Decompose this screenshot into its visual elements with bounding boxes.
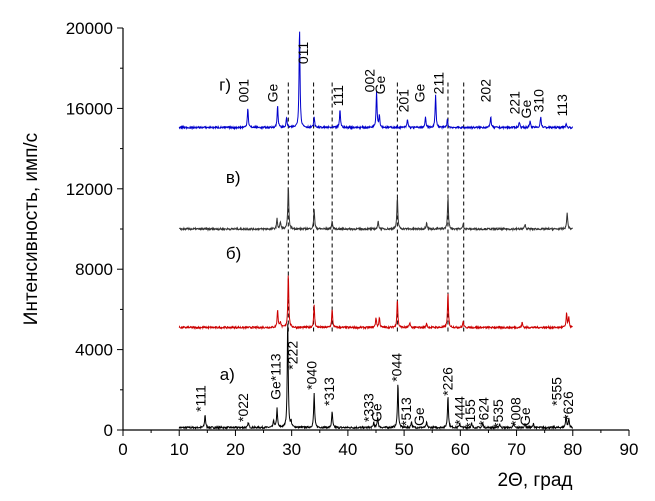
peak-label: Ge (411, 407, 427, 426)
x-tick-label: 30 (282, 440, 301, 459)
series-group: а) (178, 323, 574, 431)
peak-label: *333 (361, 393, 377, 422)
peak-label: *222 (284, 341, 300, 370)
peak-label: *513 (398, 397, 414, 426)
y-tick-label: 4000 (75, 341, 113, 360)
x-tick-label: 50 (395, 440, 414, 459)
peak-label: Ge*113 (267, 353, 283, 400)
peak-label: 221 (506, 91, 522, 115)
peak-label: Ge (265, 83, 281, 102)
series-line (178, 275, 573, 331)
peak-label: *155 (462, 399, 478, 428)
series-label: а) (220, 365, 235, 384)
peak-label: *555 (549, 377, 565, 406)
series-traces: а) б) в) г) (178, 31, 574, 431)
series-label: в) (226, 168, 241, 187)
peak-label: *040 (303, 361, 319, 390)
y-tick-label: 16000 (66, 99, 113, 118)
x-tick-label: 20 (226, 440, 245, 459)
peak-label: 113 (554, 94, 570, 117)
peak-label: *313 (321, 377, 337, 406)
y-tick-label: 20000 (66, 19, 113, 38)
x-tick-label: 60 (451, 440, 470, 459)
x-tick-label: 10 (170, 440, 189, 459)
peak-label: Ge (517, 407, 533, 426)
x-tick-label: 70 (507, 440, 526, 459)
series-group: б) (178, 244, 573, 331)
peak-label: 211 (430, 72, 446, 95)
series-group: в) (178, 168, 573, 232)
series-line (178, 323, 574, 431)
series-group: г) (178, 31, 574, 131)
x-tick-label: 80 (563, 440, 582, 459)
peak-label: *226 (439, 367, 455, 396)
peak-label: *444 (451, 396, 467, 425)
series-line (178, 31, 574, 131)
x-tick-label: 40 (338, 440, 357, 459)
peak-label: *111 (193, 385, 209, 412)
peak-label: *535 (490, 399, 506, 428)
peak-label: Ge (369, 403, 385, 422)
peak-label: *008 (507, 397, 523, 426)
y-tick-label: 12000 (66, 180, 113, 199)
series-line (178, 187, 573, 232)
peak-label: Ge (372, 75, 388, 94)
peak-label: Ge (411, 83, 427, 102)
peak-label: *624 (475, 397, 491, 426)
x-axis-title: 2Θ, град (497, 470, 572, 491)
peak-label: 111 (330, 85, 346, 106)
x-tick-label: 90 (620, 440, 639, 459)
peak-label: 201 (396, 89, 412, 113)
peak-label: 202 (478, 79, 494, 103)
x-tick-label: 0 (118, 440, 127, 459)
y-tick-label: 8000 (75, 260, 113, 279)
series-label: б) (226, 244, 241, 263)
series-label: г) (219, 75, 231, 94)
peak-label: Ge (518, 100, 534, 119)
axes: 0 10 20 30 40 50 60 70 80 90 0 4000 8000 12000 16000 20… (21, 19, 638, 491)
peak-label: 310 (531, 89, 547, 113)
peak-label: *626 (560, 391, 576, 420)
peak-label: 011 (295, 42, 311, 65)
peak-label: 001 (235, 79, 251, 103)
y-axis-title: Интенсивность, имп/с (21, 133, 42, 325)
peak-label: 002 (361, 69, 377, 93)
y-tick-label: 0 (104, 421, 113, 440)
peak-label: *044 (388, 353, 404, 382)
peak-label: *022 (235, 393, 251, 422)
